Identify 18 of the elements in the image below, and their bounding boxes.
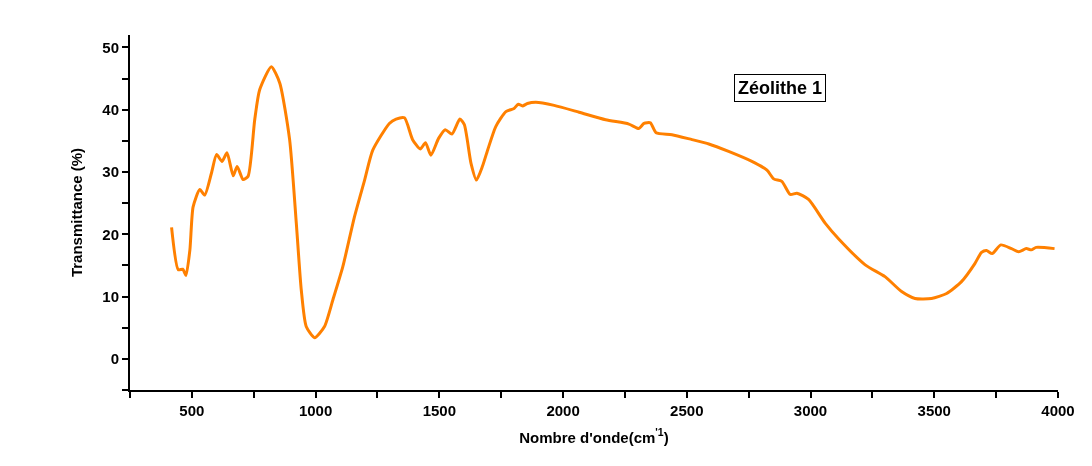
x-tick-label: 4000 (1041, 402, 1075, 419)
x-axis-title: Nombre d'onde(cm$^{'1}$) (519, 426, 669, 446)
y-axis-title: Transmittance (%) (68, 147, 86, 278)
y-tick-label: 50 (102, 38, 119, 56)
x-tick-label: 2500 (670, 402, 704, 419)
x-tick-label: 500 (179, 402, 205, 419)
annotation: Zéolithe 1 (738, 78, 823, 98)
x-tick-label: 3500 (917, 402, 951, 419)
x-tick-label: 1000 (298, 402, 333, 419)
y-tick-label: 10 (102, 287, 119, 305)
y-tick-label: 0 (110, 350, 119, 368)
y-tick-label: 40 (102, 100, 119, 118)
x-tick-label: 3000 (793, 402, 828, 419)
x-tick-label: 2000 (546, 402, 580, 419)
line-series (170, 65, 1057, 340)
y-tick-label: 20 (102, 225, 119, 243)
y-tick-label: 30 (102, 163, 119, 181)
x-tick-label: 1500 (422, 402, 457, 419)
